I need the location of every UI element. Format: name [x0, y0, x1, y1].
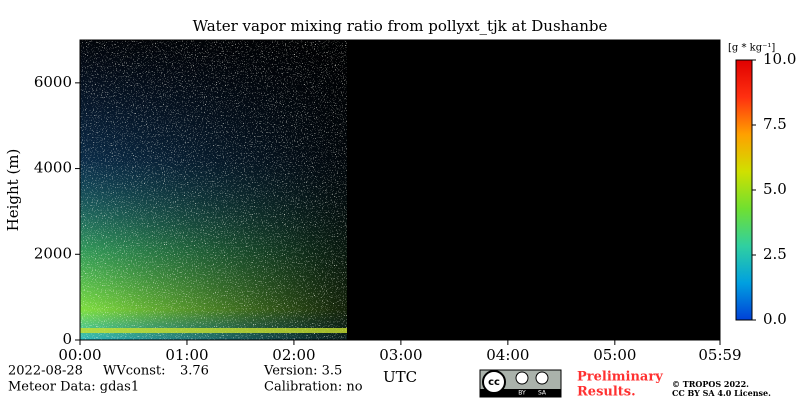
- heatmap-texture: [80, 40, 347, 340]
- x-tick-label: 01:00: [165, 346, 208, 364]
- wvconst: 3.76: [180, 364, 209, 379]
- preliminary: Preliminary: [577, 370, 663, 385]
- logo-by: BY: [518, 390, 526, 397]
- x-tick-label: 03:00: [379, 346, 422, 364]
- colorbar: [735, 59, 753, 321]
- version: Version: 3.5: [263, 364, 342, 379]
- logo-sa: SA: [538, 390, 547, 397]
- x-axis-label: UTC: [383, 368, 417, 386]
- y-tick-label: 6000: [34, 73, 72, 91]
- meteor-data: Meteor Data: gdas1: [8, 380, 139, 395]
- date: 2022-08-28: [8, 364, 83, 379]
- colorbar-label: [g * kg⁻¹]: [728, 43, 775, 54]
- x-tick-label: 05:00: [593, 346, 636, 364]
- x-tick-label: 00:00: [58, 346, 101, 364]
- colorbar-tick-label: 0.0: [763, 310, 787, 328]
- colorbar-tick-label: 2.5: [763, 245, 787, 263]
- license: CC BY SA 4.0 License.: [672, 388, 771, 398]
- x-tick-label: 02:00: [272, 346, 315, 364]
- copyright: © TROPOS 2022.: [672, 379, 749, 389]
- colorbar-tick-label: 5.0: [763, 180, 787, 198]
- calibration: Calibration: no: [264, 380, 363, 395]
- colorbar-tick-label: 10.0: [763, 50, 796, 68]
- plot-frame: [79, 39, 721, 341]
- y-tick-label: 4000: [34, 159, 72, 177]
- y-tick-label: 0: [62, 330, 72, 348]
- y-tick-label: 2000: [34, 244, 72, 262]
- x-tick-label: 05:59: [698, 346, 741, 364]
- x-tick-label: 04:00: [486, 346, 529, 364]
- license-logo: cc BY SA: [479, 369, 562, 398]
- y-axis-label: Height (m): [4, 149, 22, 232]
- svg-text:cc: cc: [488, 377, 500, 388]
- results: Results.: [577, 385, 636, 400]
- chart-title: Water vapor mixing ratio from pollyxt_tj…: [193, 17, 608, 35]
- wvconst-label: WVconst:: [103, 364, 166, 379]
- colorbar-tick-label: 7.5: [763, 115, 787, 133]
